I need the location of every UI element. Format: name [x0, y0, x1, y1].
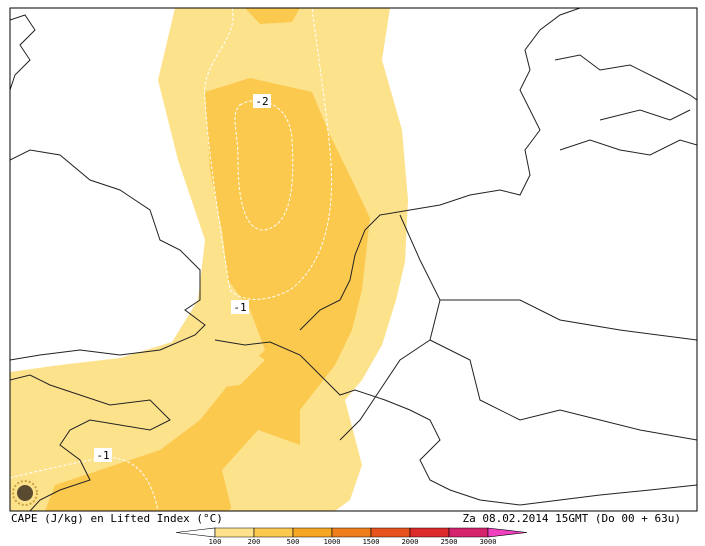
cape-dark [45, 78, 370, 511]
colorbar-label: 2500 [441, 538, 458, 546]
colorbar-segment [448, 527, 489, 538]
colorbar-segment [331, 527, 372, 538]
contour-label: -2 [255, 95, 268, 108]
cape-light-inner [222, 430, 350, 511]
contour-label: -1 [96, 449, 109, 462]
map-area: -2 -1 -1 [10, 8, 697, 511]
colorbar-label: 3000 [480, 538, 497, 546]
colorbar-segment [487, 527, 528, 538]
colorbar-label: 2000 [402, 538, 419, 546]
colorbar-segment [214, 527, 255, 538]
colorbar-label: 500 [287, 538, 300, 546]
sun-icon [12, 480, 38, 506]
colorbar-segment [175, 527, 216, 538]
colorbar-label: 100 [209, 538, 222, 546]
colorbar-label: 1500 [363, 538, 380, 546]
sun-icon [17, 485, 33, 501]
map-frame [9, 7, 698, 512]
contour-label-box [253, 94, 271, 108]
colorbar-segment [409, 527, 450, 538]
colorbar: 100 200 500 1000 1500 2000 2500 3000 [175, 527, 528, 546]
coastline [299, 8, 581, 331]
contour-label-box [231, 300, 249, 314]
caption: Za 08.02.2014 15GMT (Do 00 + 63u) [462, 512, 681, 525]
cape-light-inner [215, 350, 265, 388]
colorbar-segment [370, 527, 411, 538]
border [339, 214, 697, 441]
coastline [214, 339, 697, 506]
coastline [10, 14, 206, 361]
colorbar-label: 200 [248, 538, 261, 546]
colorbar-segment [253, 527, 294, 538]
colorbar-label: 1000 [324, 538, 341, 546]
lifted-index-contour [234, 100, 294, 231]
contour-label: -1 [233, 301, 246, 314]
contour-label-box [94, 448, 112, 462]
coastline [10, 374, 171, 511]
cape-dark-top [245, 8, 300, 24]
caption: CAPE (J/kg) en Lifted Index (°C) [11, 512, 223, 525]
colorbar-segment [292, 527, 333, 538]
coastline [554, 54, 697, 156]
